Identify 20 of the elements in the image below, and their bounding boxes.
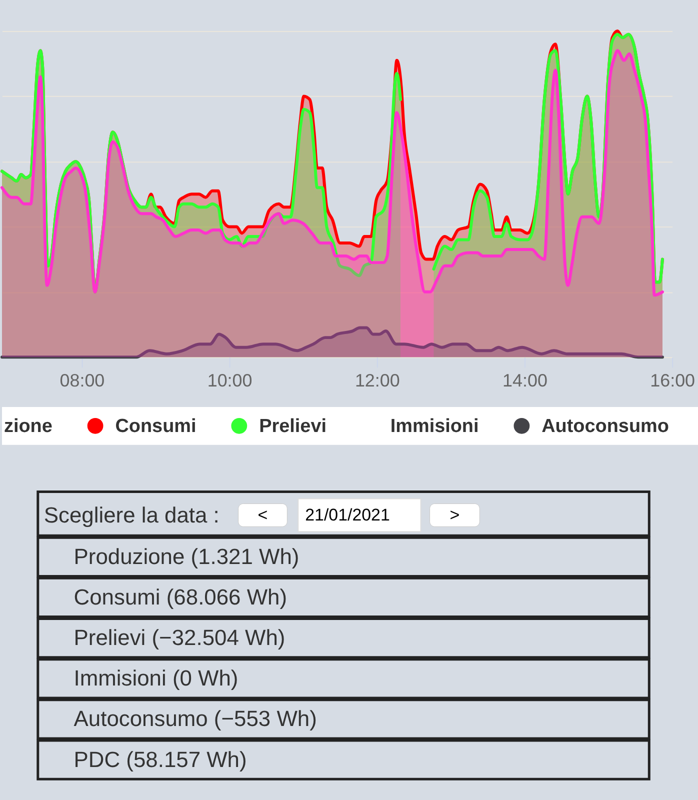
- x-tick-label: 14:00: [502, 370, 548, 391]
- text: Autoconsumo (−553 Wh): [74, 706, 317, 732]
- text: >: [450, 506, 460, 525]
- text: Consumi (68.066 Wh): [74, 584, 288, 610]
- legend-label: Consumi: [115, 416, 196, 437]
- x-tick-label: 16:00: [650, 370, 696, 391]
- text: Prelievi (−32.504 Wh): [74, 625, 286, 650]
- text: Produzione (1.321 Wh): [74, 544, 300, 569]
- text: PDC (58.157 Wh): [74, 746, 247, 772]
- x-tick-label: 10:00: [207, 370, 252, 391]
- text: 21/01/2021: [305, 506, 390, 525]
- x-tick-label: 12:00: [354, 370, 400, 391]
- text: zione: [4, 416, 52, 437]
- text: <: [258, 506, 268, 525]
- text: Immisioni: [390, 416, 479, 437]
- legend-label: Prelievi: [259, 416, 326, 437]
- legend-label: Autoconsumo: [542, 416, 669, 437]
- text: Immisioni (0 Wh): [74, 666, 238, 691]
- x-tick-label: 08:00: [60, 370, 105, 391]
- text: Scegliere la data :: [44, 502, 220, 528]
